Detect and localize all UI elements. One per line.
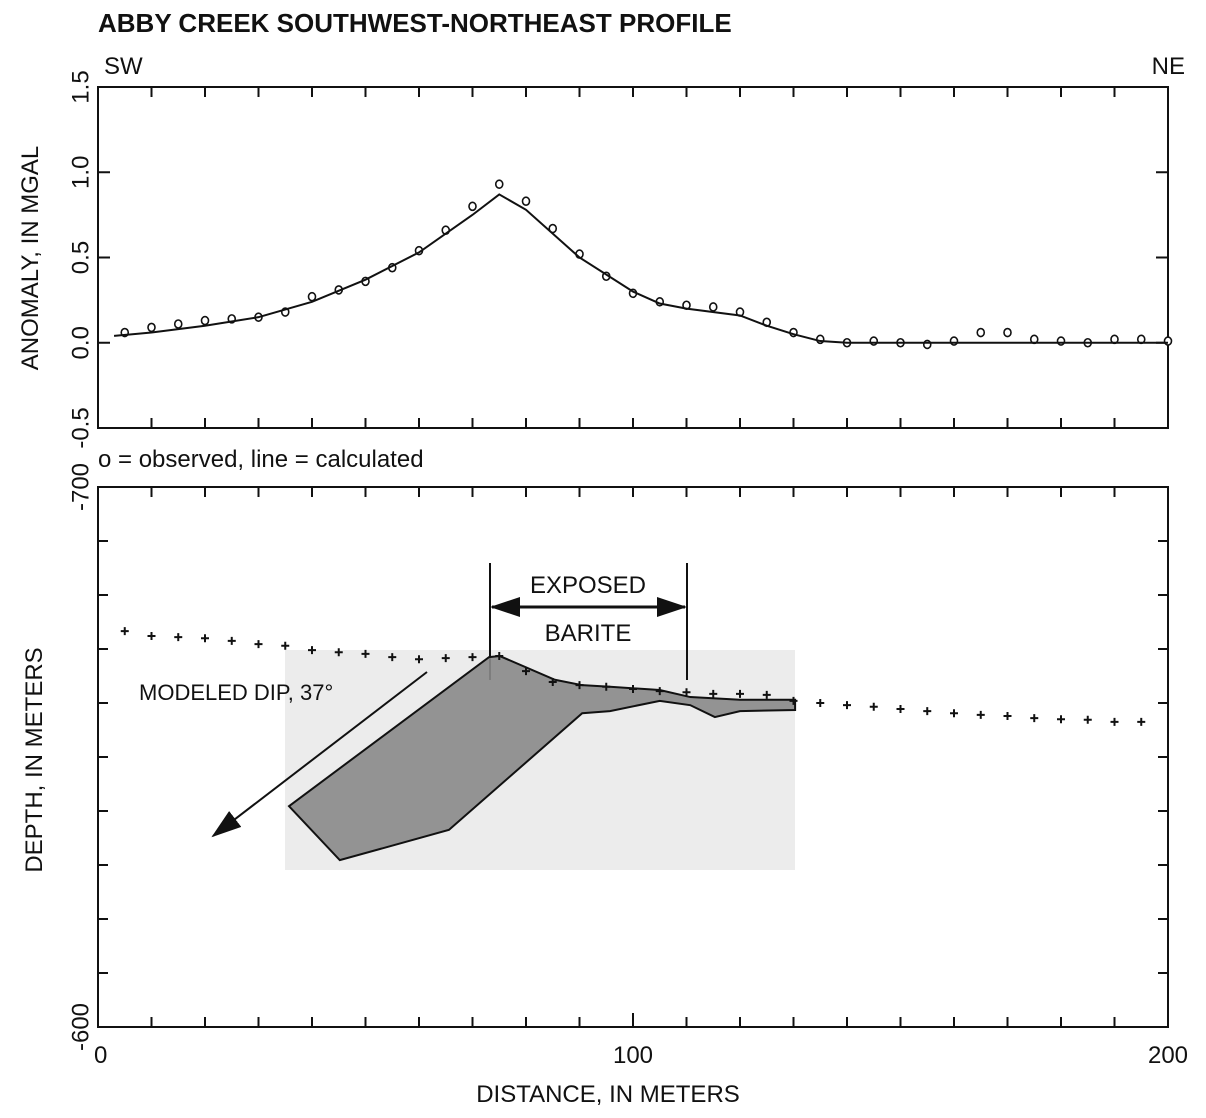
surface-point <box>896 704 905 713</box>
data-layer <box>287 654 797 862</box>
chart-title: ABBY CREEK SOUTHWEST-NORTHEAST PROFILE <box>98 8 732 38</box>
observed-point <box>468 201 477 212</box>
surface-point <box>281 641 290 650</box>
observed-point <box>494 179 504 189</box>
x-axis-label: DISTANCE, IN METERS <box>476 1081 740 1108</box>
surface-point <box>1137 717 1146 726</box>
surface-point <box>1003 711 1012 720</box>
y-tick-label: -700 <box>67 463 94 511</box>
y-tick-label: -600 <box>67 1003 94 1051</box>
surface-point <box>950 709 958 718</box>
surface-point <box>709 689 718 698</box>
surface-point <box>762 690 771 699</box>
plot-frame <box>97 86 1169 429</box>
surface-point <box>254 640 263 649</box>
dip-arrow <box>211 671 428 838</box>
surface-point <box>629 684 637 693</box>
annotation: MODELED DIP, 37° <box>139 680 333 705</box>
surface-point <box>1083 715 1092 724</box>
surface-point <box>789 696 798 705</box>
surface-point <box>682 688 691 697</box>
x-tick-label: 200 <box>1148 1042 1188 1069</box>
surface-point <box>522 667 530 676</box>
surface-point <box>575 681 584 690</box>
surface-point <box>388 653 397 662</box>
observed-point <box>521 196 531 207</box>
calculated-line <box>113 193 1168 344</box>
legend-note: o = observed, line = calculated <box>98 446 424 473</box>
y-axis-label: DEPTH, IN METERS <box>21 647 48 872</box>
observed-point <box>708 302 718 312</box>
x-tick-label: 0 <box>94 1042 107 1069</box>
surface-point <box>816 699 825 707</box>
surface-point <box>923 707 932 716</box>
surface-point <box>227 636 236 645</box>
surface-point <box>201 634 209 643</box>
surface-point <box>174 633 183 642</box>
observed-point <box>869 336 879 346</box>
y-tick-label: 0.5 <box>67 241 94 274</box>
ne-label: NE <box>1152 53 1185 80</box>
surface-point <box>869 702 878 711</box>
surface-point <box>976 710 985 719</box>
surface-point <box>655 687 664 696</box>
y-tick-label: -0.5 <box>67 407 94 448</box>
surface-point <box>441 654 450 663</box>
annotation: EXPOSED <box>530 572 646 599</box>
observed-point <box>1163 336 1173 346</box>
sw-label: SW <box>104 53 143 80</box>
observed-point <box>1003 327 1012 338</box>
observed-point <box>200 315 210 326</box>
observed-point <box>147 322 156 333</box>
surface-point <box>1057 715 1065 724</box>
y-tick-label: 1.5 <box>67 70 94 103</box>
surface-point <box>147 632 156 641</box>
surface-point <box>415 655 423 664</box>
observed-point <box>922 339 932 350</box>
surface-point <box>1110 717 1119 726</box>
observed-point <box>307 291 317 302</box>
surface-point <box>602 682 611 691</box>
barite-body <box>287 654 797 862</box>
observed-point <box>976 327 986 338</box>
y-tick-label: 1.0 <box>67 156 94 189</box>
observed-point <box>173 319 183 329</box>
x-tick-label: 100 <box>613 1042 653 1069</box>
surface-point <box>334 648 343 657</box>
y-tick-label: 0.0 <box>67 326 94 359</box>
surface-point <box>1030 714 1039 723</box>
y-axis-label: ANOMALY, IN MGAL <box>17 146 44 371</box>
surface-point <box>736 689 744 698</box>
surface-point <box>843 701 851 710</box>
surface-point <box>120 627 129 636</box>
surface-point <box>548 677 557 686</box>
surface-point <box>308 646 316 655</box>
surface-point <box>361 649 370 658</box>
observed-point <box>949 336 959 346</box>
surface-point <box>468 653 477 662</box>
annotation: BARITE <box>545 620 632 647</box>
observed-point <box>1056 336 1066 346</box>
surface-point <box>495 652 504 661</box>
